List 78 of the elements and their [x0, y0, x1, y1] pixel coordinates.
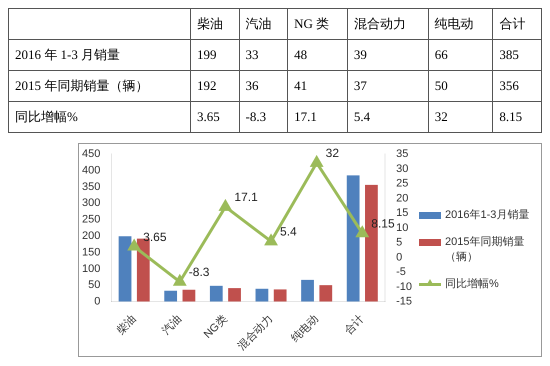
category-label: 合计	[492, 8, 542, 40]
y-tick-label: 50	[88, 279, 100, 292]
x-tick-label: 纯电动	[288, 312, 321, 345]
data-label: 3.65	[143, 230, 167, 244]
data-label: 356	[492, 70, 542, 102]
point	[356, 226, 368, 238]
legend-label: 同比增幅%	[445, 277, 499, 292]
data-label: 33	[239, 40, 288, 70]
data-label: 385	[492, 40, 542, 70]
category-label: NG 类	[288, 8, 348, 40]
bar	[301, 280, 314, 302]
point	[265, 234, 277, 246]
data-label: 50	[428, 70, 493, 102]
text: 2015 年同期销量（辆）	[8, 70, 190, 102]
y2-tick-label: -5	[396, 266, 406, 278]
bar	[346, 175, 360, 302]
point	[220, 200, 232, 211]
y2-tick-label: 30	[396, 162, 408, 175]
category-label: 纯电动	[428, 8, 493, 40]
category-label: 混合动力	[347, 8, 428, 40]
y2-tick-label: -10	[396, 280, 412, 293]
y2-tick-label: 35	[396, 148, 408, 160]
data-label: 17.1	[234, 190, 258, 204]
data-label: 41	[288, 70, 348, 102]
x-tick-label: 柴油	[114, 312, 138, 338]
data-label: -8.3	[239, 102, 288, 132]
data-label: 36	[239, 70, 288, 102]
text: 同比增幅%	[8, 102, 190, 132]
point	[128, 240, 140, 251]
y-tick-label: 150	[82, 246, 100, 258]
x-tick-label: 合计	[342, 312, 367, 338]
data-label: 5.4	[347, 102, 428, 132]
y2-tick-label: -15	[396, 296, 412, 308]
data-label: 5.4	[280, 224, 298, 239]
legend-label: 2015年同期销量（辆）	[445, 235, 526, 265]
text: 2016 年 1-3 月销量	[8, 40, 190, 70]
bar	[210, 286, 223, 302]
legend-label: 2016年1-3月销量	[445, 208, 530, 223]
data-label: 37	[347, 70, 428, 102]
y2-tick-label: 10	[396, 222, 408, 234]
data-label: 192	[190, 70, 240, 102]
y-tick-label: 250	[82, 214, 100, 226]
data-label: 17.1	[288, 102, 348, 132]
y-tick-label: 300	[82, 197, 100, 210]
bar	[182, 290, 196, 302]
bar	[319, 285, 332, 302]
data-label: 39	[347, 40, 428, 70]
bar	[164, 290, 178, 302]
data-label: -8.3	[188, 265, 210, 280]
bar	[256, 288, 268, 302]
data-label: 32	[428, 102, 493, 132]
category-label: 柴油	[190, 8, 240, 40]
y-tick-label: 450	[82, 148, 100, 160]
y-tick-label: 350	[82, 180, 100, 193]
data-label: 199	[190, 40, 240, 70]
y2-tick-label: 20	[396, 192, 408, 204]
bar	[274, 289, 287, 302]
y2-tick-label: 15	[396, 207, 408, 220]
data-label: 32	[326, 146, 340, 160]
bar	[118, 236, 132, 302]
point	[310, 156, 322, 167]
data-label: 48	[288, 40, 348, 70]
x-tick-label: 混合动力	[235, 312, 276, 353]
bar	[228, 288, 241, 302]
y-tick-label: 200	[82, 230, 100, 242]
y2-tick-label: 25	[396, 178, 408, 190]
y-tick-label: 400	[82, 164, 100, 176]
point	[174, 275, 186, 286]
y-tick-label: 100	[82, 262, 100, 275]
y2-tick-label: 0	[396, 251, 402, 264]
x-tick-label: NG类	[201, 312, 230, 341]
data-label: 66	[428, 40, 493, 70]
data-label: 8.15	[492, 102, 542, 132]
y-tick-label: 0	[94, 296, 100, 308]
data-label: 3.65	[190, 102, 240, 132]
category-label: 汽油	[239, 8, 288, 40]
y2-tick-label: 5	[396, 236, 402, 249]
x-tick-label: 汽油	[159, 312, 184, 338]
